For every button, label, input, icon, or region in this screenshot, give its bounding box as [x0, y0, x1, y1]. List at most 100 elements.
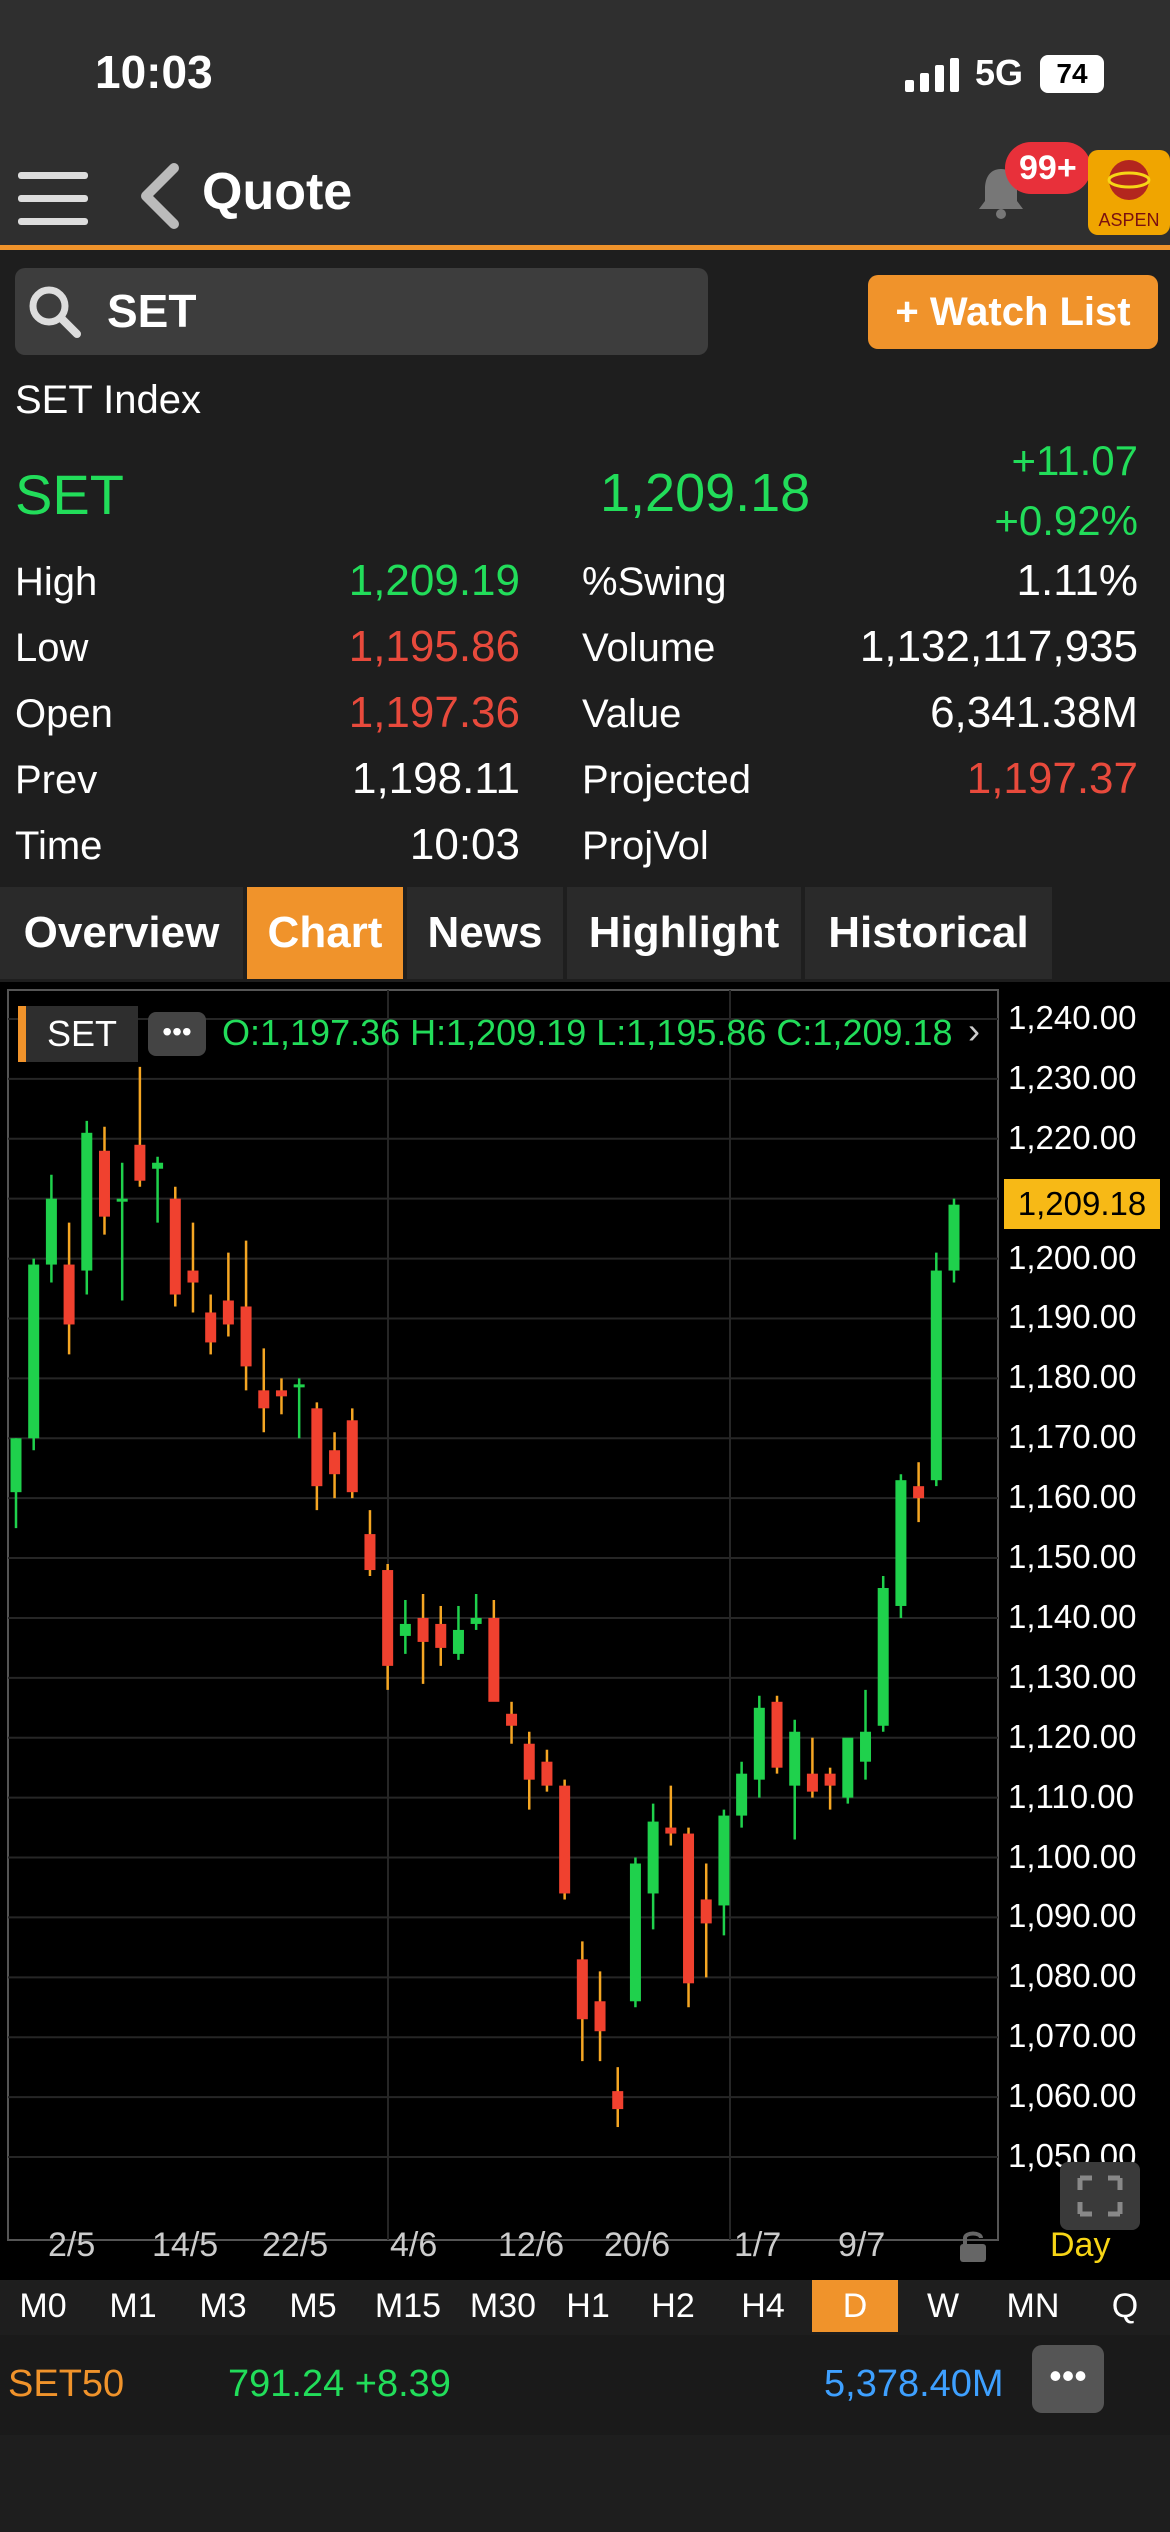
stat-label: High [15, 560, 98, 604]
candle [576, 1941, 588, 2062]
candle [222, 1252, 234, 1337]
candle-body [187, 1270, 199, 1283]
candle [275, 1378, 287, 1415]
candle [895, 1474, 907, 1618]
candle-body [382, 1570, 394, 1666]
x-tick-label: 1/7 [734, 2226, 782, 2264]
status-bar [0, 0, 1170, 150]
stat-label: ProjVol [582, 824, 709, 868]
interval-m15[interactable]: M15 [374, 2287, 442, 2325]
candle [258, 1348, 270, 1433]
candle-body [364, 1534, 376, 1571]
chart-more-button[interactable]: ••• [148, 1012, 206, 1056]
candle [134, 1066, 146, 1187]
candle [789, 1719, 801, 1840]
x-tick-label: 9/7 [838, 2226, 886, 2264]
bottom-area [0, 2435, 1170, 2532]
y-tick-label: 1,140.00 [1008, 1597, 1137, 1635]
candle-body [541, 1761, 553, 1786]
interval-label: Day [1050, 2226, 1111, 2264]
candle [205, 1294, 217, 1355]
status-time: 10:03 [95, 46, 213, 98]
interval-m1[interactable]: M1 [109, 2287, 157, 2325]
tab-overview[interactable]: Overview [0, 887, 243, 979]
search-value[interactable]: SET [107, 285, 197, 337]
candle [612, 2067, 624, 2128]
candle-body [205, 1312, 217, 1343]
interval-h1[interactable]: H1 [566, 2287, 610, 2325]
candle [647, 1803, 659, 1930]
candle [81, 1120, 93, 1295]
candle-body [665, 1827, 677, 1834]
candle-body [329, 1450, 341, 1475]
candle-body [576, 1959, 588, 2020]
ticker-more-button[interactable]: ••• [1032, 2345, 1104, 2413]
ohlc-readout: O:1,197.36 H:1,209.19 L:1,195.86 C:1,209… [222, 1012, 953, 1053]
stat-label: %Swing [582, 560, 727, 604]
add-watch-list-button[interactable]: + Watch List [868, 275, 1158, 349]
fullscreen-expand-icon[interactable] [1060, 2162, 1140, 2230]
ohlc-scroll-chevron-icon[interactable]: › [968, 1010, 980, 1051]
candle [913, 1462, 925, 1523]
y-tick-label: 1,110.00 [1008, 1777, 1135, 1815]
candle [488, 1599, 500, 1702]
candle-body [169, 1198, 181, 1295]
candle-body [134, 1144, 146, 1181]
candle-body [10, 1438, 22, 1493]
y-tick-label: 1,240.00 [1008, 999, 1137, 1036]
candle-body [789, 1731, 801, 1786]
tab-historical[interactable]: Historical [805, 887, 1052, 979]
interval-m30[interactable]: M30 [469, 2287, 537, 2325]
candle [718, 1809, 730, 1936]
interval-h4[interactable]: H4 [741, 2287, 785, 2325]
candle [293, 1378, 305, 1439]
tab-news[interactable]: News [407, 887, 563, 979]
tab-highlight[interactable]: Highlight [567, 887, 801, 979]
candle-body [753, 1707, 765, 1780]
candlestick-chart[interactable] [0, 982, 1170, 2280]
unlock-icon[interactable] [958, 2228, 988, 2264]
candle [771, 1695, 783, 1774]
ticker-value: 791.24 +8.39 [228, 2363, 451, 2405]
interval-m5[interactable]: M5 [289, 2287, 337, 2325]
last-price: 1,209.18 [600, 463, 811, 523]
signal-icon [905, 58, 959, 92]
stat-label: Prev [15, 758, 98, 802]
stat-value: 1,209.19 [348, 556, 520, 605]
candle-body [222, 1300, 234, 1325]
aspen-logo[interactable]: ASPEN [1088, 150, 1170, 235]
tab-chart[interactable]: Chart [247, 887, 403, 979]
interval-m0[interactable]: M0 [19, 2287, 67, 2325]
candle-body [612, 2091, 624, 2110]
network-type: 5G [975, 52, 1024, 93]
page-title: Quote [202, 163, 353, 221]
candle [470, 1593, 482, 1630]
candle [435, 1605, 447, 1666]
candle [930, 1252, 942, 1487]
interval-w[interactable]: W [926, 2287, 960, 2325]
candle-body [98, 1150, 110, 1217]
search-input[interactable] [15, 268, 708, 355]
candle-body [470, 1617, 482, 1624]
candle [559, 1779, 571, 1900]
interval-m3[interactable]: M3 [199, 2287, 247, 2325]
stat-value: 1,195.86 [348, 622, 520, 671]
interval-bar [0, 2280, 1170, 2332]
interval-h2[interactable]: H2 [651, 2287, 695, 2325]
ticker-symbol[interactable]: SET50 [8, 2363, 125, 2405]
back-chevron-icon[interactable] [138, 162, 182, 230]
interval-mn[interactable]: MN [1006, 2287, 1060, 2325]
stat-label: Open [15, 692, 113, 736]
candle-body [824, 1773, 836, 1786]
candle-body [736, 1773, 748, 1816]
interval-d[interactable]: D [812, 2280, 898, 2332]
candle-body [417, 1617, 429, 1642]
candle-body [116, 1198, 128, 1202]
candle [523, 1731, 535, 1810]
candle-body [718, 1815, 730, 1906]
hamburger-menu-icon[interactable] [18, 168, 88, 228]
interval-q[interactable]: Q [1111, 2287, 1139, 2325]
chart-symbol[interactable]: SET [18, 1006, 138, 1062]
candle [116, 1162, 128, 1301]
candle-body [63, 1264, 75, 1325]
